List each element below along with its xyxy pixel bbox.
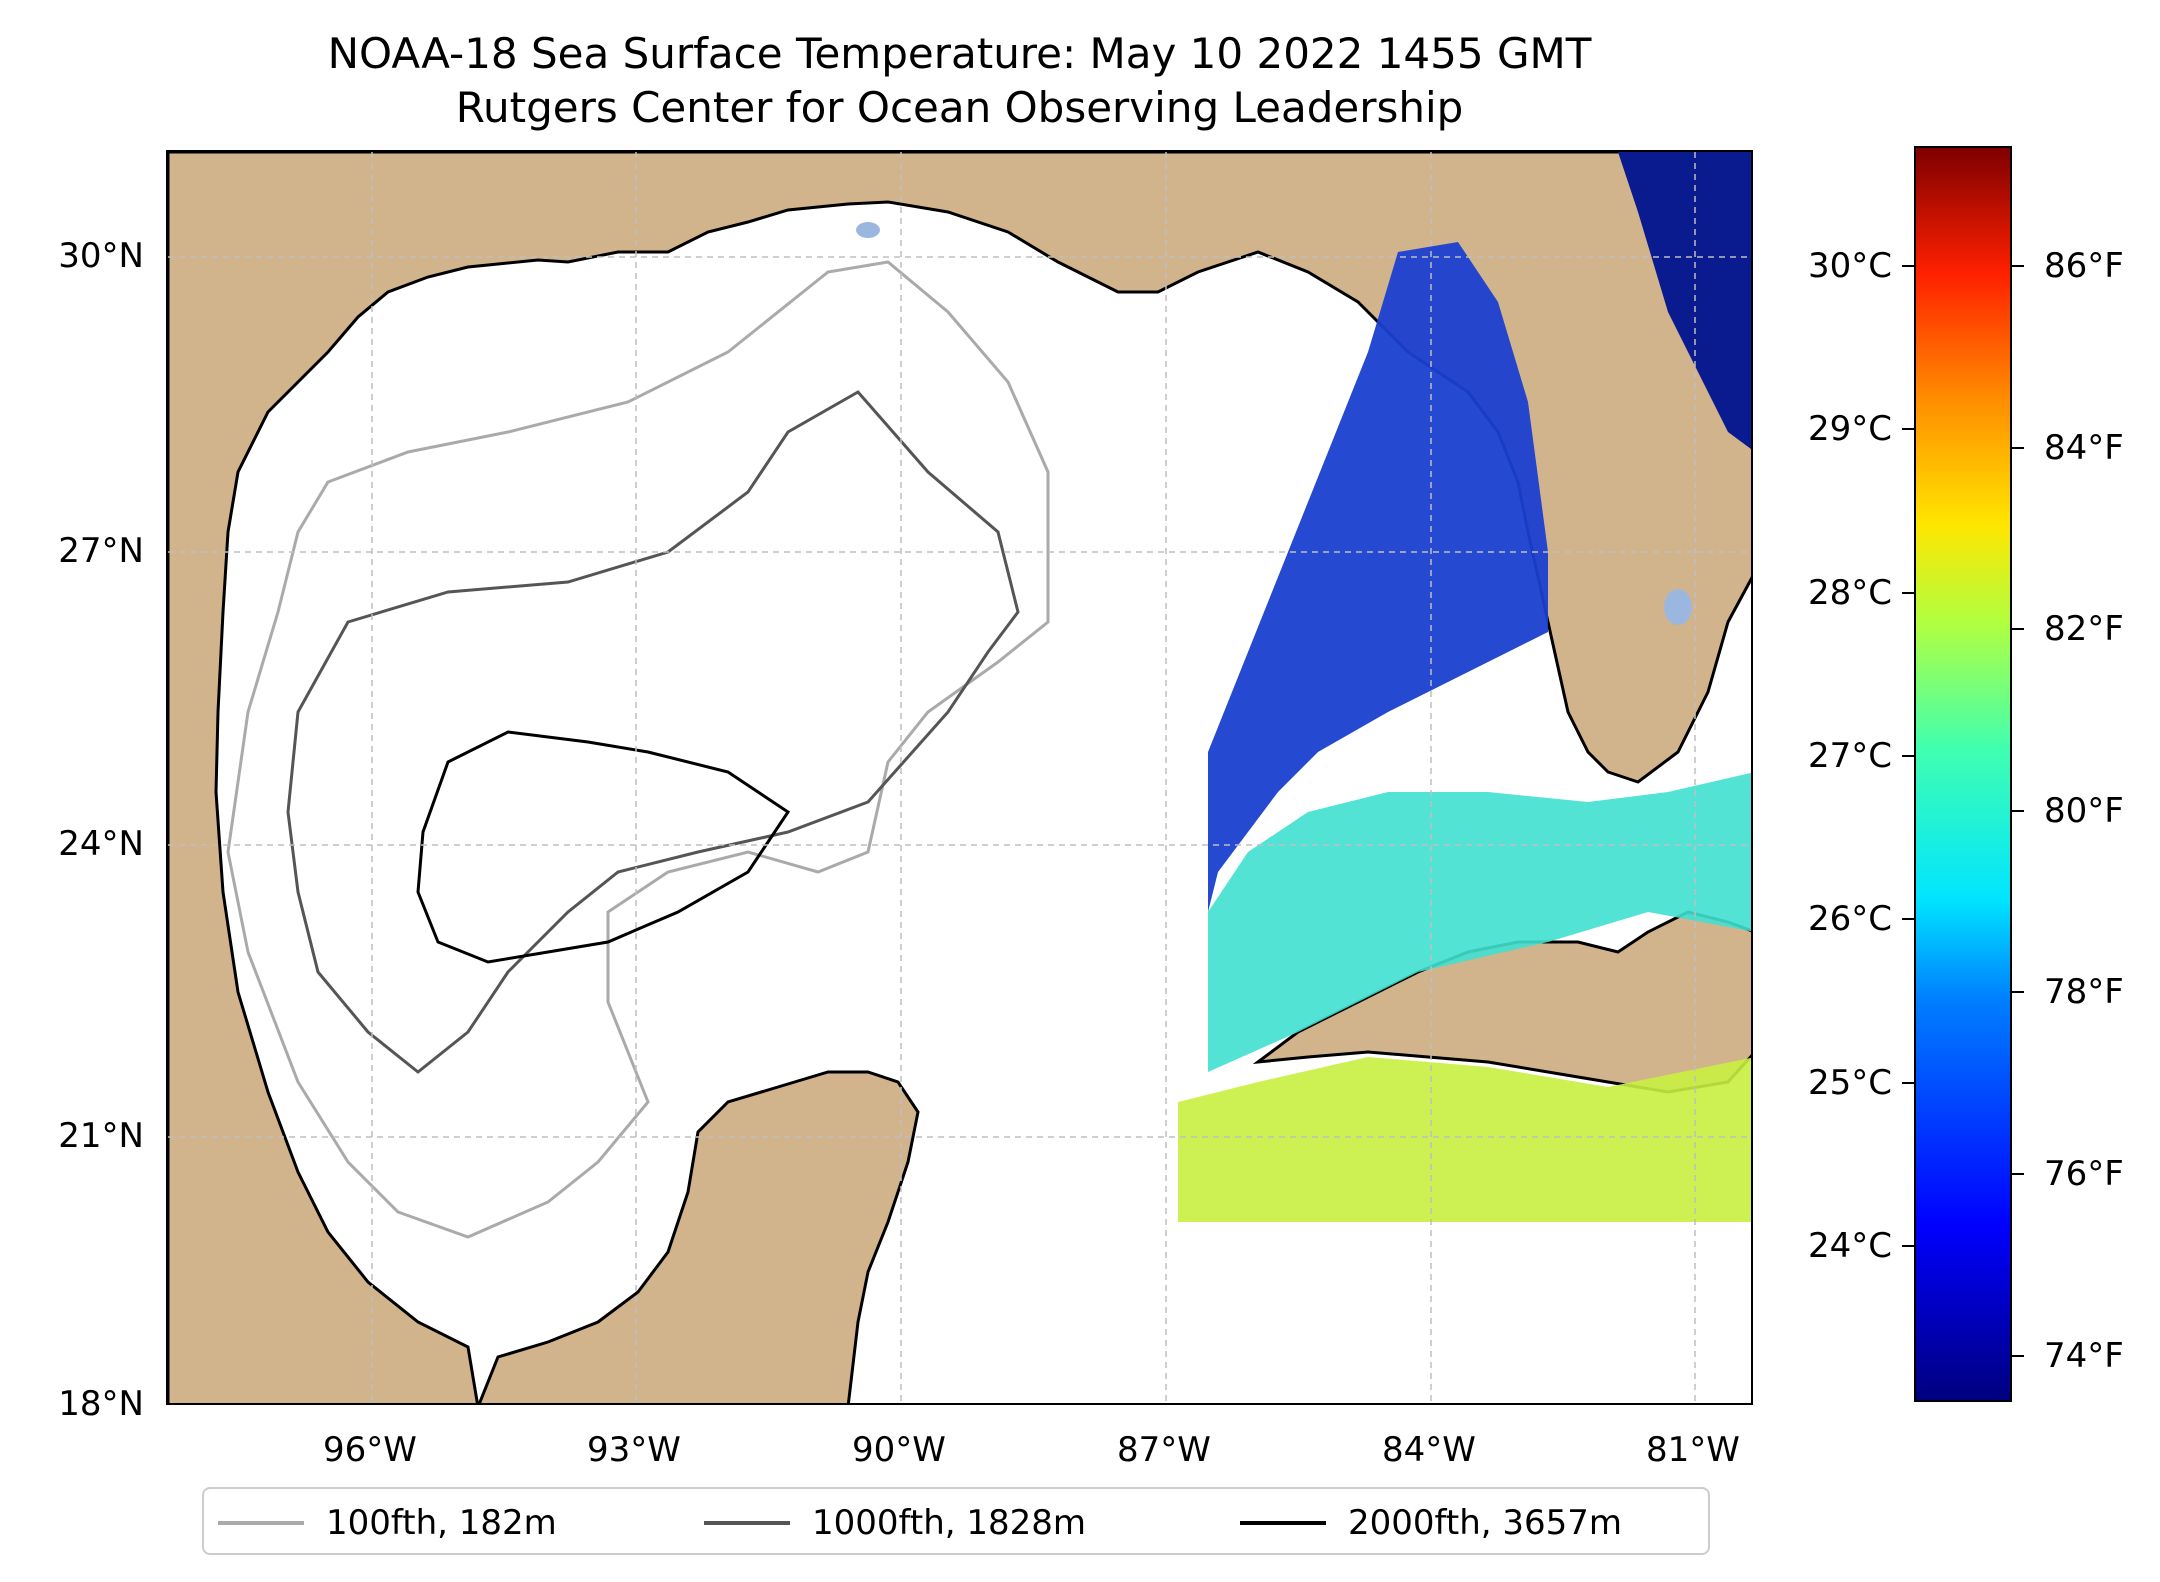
legend-label-100fth: 100fth, 182m [326, 1503, 557, 1543]
f-label-78: 78°F [2044, 972, 2124, 1012]
f-label-76: 76°F [2044, 1154, 2124, 1194]
contour-1000fth [286, 390, 1020, 1074]
c-label-30: 30°C [1807, 246, 1892, 286]
land-north-america [168, 152, 1751, 1403]
c-label-28: 28°C [1807, 573, 1892, 613]
f-label-82: 82°F [2044, 609, 2124, 649]
lon-label-93w: 93°W [587, 1430, 681, 1470]
lat-label-21n: 21°N [58, 1116, 144, 1156]
map-title: NOAA-18 Sea Surface Temperature: May 10 … [327, 29, 1592, 78]
f-tick-80 [2012, 810, 2024, 812]
f-tick-82 [2012, 628, 2024, 630]
c-tick-27 [1902, 755, 1914, 757]
c-label-27: 27°C [1807, 736, 1892, 776]
map-subtitle: Rutgers Center for Ocean Observing Leade… [455, 83, 1464, 132]
f-label-86: 86°F [2044, 246, 2124, 286]
lon-label-81w: 81°W [1646, 1430, 1740, 1470]
f-label-84: 84°F [2044, 428, 2124, 468]
lon-label-90w: 90°W [852, 1430, 946, 1470]
sst-swath-west-florida [1208, 242, 1548, 912]
lat-label-30n: 30°N [58, 236, 144, 276]
legend-swatch-1000fth [704, 1521, 790, 1525]
c-label-29: 29°C [1807, 409, 1892, 449]
contour-100fth [226, 260, 1050, 1239]
legend-item-2000fth: 2000fth, 3657m [1240, 1489, 1622, 1557]
map-gridlines [168, 152, 1751, 1403]
f-label-80: 80°F [2044, 791, 2124, 831]
f-label-74: 74°F [2044, 1336, 2124, 1376]
c-tick-26 [1902, 918, 1914, 920]
lake-okeechobee [1664, 589, 1692, 625]
legend-swatch-2000fth [1240, 1521, 1326, 1525]
c-label-25: 25°C [1807, 1063, 1892, 1103]
lat-label-27n: 27°N [58, 531, 144, 571]
f-tick-84 [2012, 447, 2024, 449]
legend-swatch-100fth [218, 1521, 304, 1525]
lat-label-18n: 18°N [58, 1384, 144, 1424]
sst-swath-caribbean [1178, 1057, 1751, 1222]
c-tick-25 [1902, 1082, 1914, 1084]
c-label-24: 24°C [1807, 1226, 1892, 1266]
lat-label-24n: 24°N [58, 824, 144, 864]
c-tick-28 [1902, 592, 1914, 594]
f-tick-74 [2012, 1355, 2024, 1357]
map-canvas [168, 152, 1751, 1403]
c-tick-24 [1902, 1245, 1914, 1247]
bathymetry-legend: 100fth, 182m 1000fth, 1828m 2000fth, 365… [202, 1487, 1710, 1555]
map-panel [166, 150, 1753, 1405]
sst-swath-atlantic [1618, 152, 1751, 450]
legend-item-1000fth: 1000fth, 1828m [704, 1489, 1086, 1557]
sst-swath-florida-straits [1208, 772, 1751, 1072]
c-tick-29 [1902, 428, 1914, 430]
legend-item-100fth: 100fth, 182m [218, 1489, 557, 1557]
land-yucatan [477, 1070, 920, 1403]
c-tick-30 [1902, 265, 1914, 267]
legend-label-2000fth: 2000fth, 3657m [1348, 1503, 1623, 1543]
c-label-26: 26°C [1807, 899, 1892, 939]
lake-pontchartrain [856, 222, 880, 238]
temperature-colorbar [1914, 146, 2012, 1402]
f-tick-76 [2012, 1173, 2024, 1175]
lon-label-84w: 84°W [1382, 1430, 1476, 1470]
contour-2000fth [416, 730, 791, 964]
f-tick-78 [2012, 991, 2024, 993]
f-tick-86 [2012, 265, 2024, 267]
lon-label-96w: 96°W [323, 1430, 417, 1470]
legend-label-1000fth: 1000fth, 1828m [812, 1503, 1087, 1543]
lon-label-87w: 87°W [1117, 1430, 1211, 1470]
